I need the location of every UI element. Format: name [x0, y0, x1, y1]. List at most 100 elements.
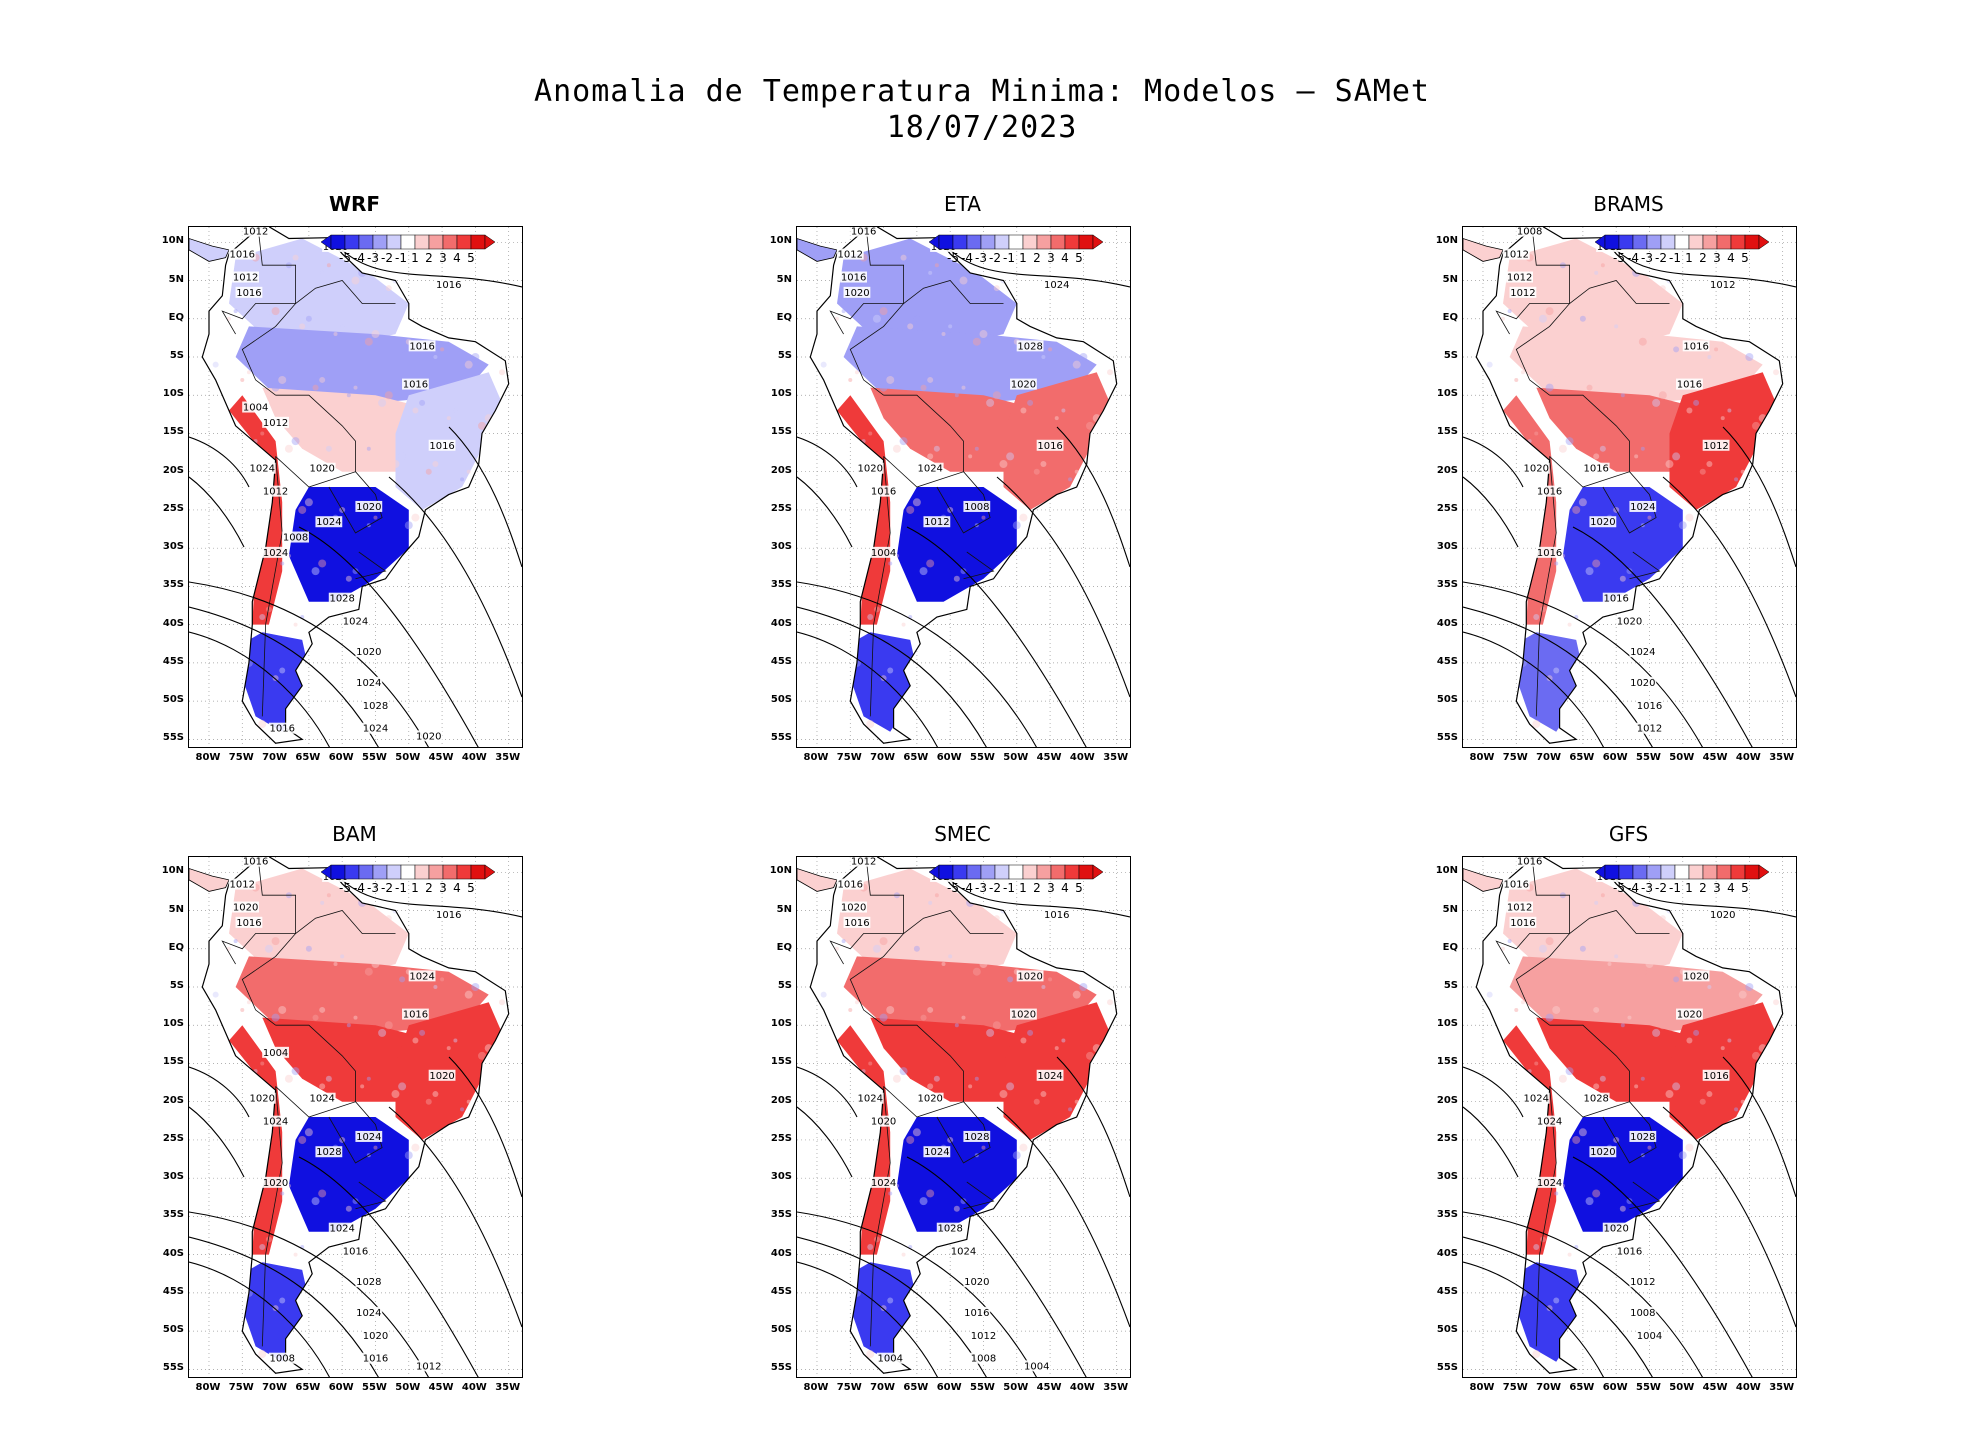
- anomaly-speckle: [1739, 652, 1746, 659]
- lon-tick-label: 70W: [1536, 752, 1562, 763]
- anomaly-speckle: [464, 360, 473, 369]
- anomaly-speckle: [1766, 930, 1773, 937]
- isobar-line: [797, 1261, 938, 1377]
- isobar-label-bg: [850, 857, 877, 867]
- anomaly-speckle: [879, 307, 888, 316]
- lat-tick-label: 55S: [1436, 732, 1458, 744]
- isobar-label: 1012: [416, 1361, 441, 1372]
- anomaly-speckle: [901, 1252, 906, 1257]
- anomaly-speckle: [1080, 721, 1087, 728]
- anomaly-speckle: [1552, 1005, 1561, 1014]
- anomaly-speckle: [1699, 468, 1706, 475]
- isobar-label: 1028: [316, 1147, 341, 1158]
- isobar-label-bg: [1629, 500, 1657, 512]
- anomaly-speckle: [211, 544, 220, 553]
- anomaly-speckle: [1698, 1281, 1707, 1290]
- isobar-label: 1020: [363, 1331, 388, 1342]
- lat-tick-label: 10N: [769, 865, 792, 877]
- anomaly-speckle: [1700, 916, 1705, 921]
- anomaly-speckle: [340, 324, 345, 329]
- colorbar-swatch: [1036, 234, 1052, 250]
- isobar-label-bg: [1589, 516, 1617, 528]
- isobar-label-bg: [1516, 227, 1543, 237]
- anomaly-speckle: [211, 1174, 220, 1183]
- anomaly-speckle: [1108, 1290, 1113, 1295]
- anomaly-speckle: [1032, 1281, 1041, 1290]
- isobar-line: [797, 1211, 1037, 1377]
- isobar-label: 1024: [1037, 1071, 1062, 1082]
- anomaly-speckle: [1733, 583, 1740, 590]
- anomaly-speckle: [331, 1250, 340, 1259]
- anomaly-speckle: [318, 1189, 327, 1198]
- anomaly-speckle: [866, 720, 875, 729]
- isobar-label-bg: [355, 676, 383, 688]
- anomaly-speckle: [1053, 1152, 1060, 1159]
- anomaly-speckle: [1020, 407, 1027, 414]
- isobar-label-bg: [1702, 439, 1730, 451]
- anomaly-speckle: [485, 938, 492, 945]
- isobar-label-bg: [355, 1276, 383, 1288]
- anomaly-speckle: [380, 584, 385, 589]
- lon-tick-label: 75W: [1502, 752, 1528, 763]
- anomaly-speckle: [1539, 1236, 1546, 1243]
- anomaly-speckle: [1773, 999, 1780, 1006]
- isobar-label-bg: [242, 401, 269, 413]
- colorbar-label: 3: [439, 881, 447, 895]
- isobar-line: [1463, 631, 1604, 747]
- anomaly-speckle: [1746, 721, 1753, 728]
- anomaly-speckle: [1048, 977, 1053, 982]
- anomaly-speckle: [921, 1306, 926, 1311]
- isobar-line: [189, 631, 330, 747]
- anomaly-speckle: [446, 416, 451, 421]
- isobar-label: 1024: [871, 1178, 896, 1189]
- anomaly-speckle: [1500, 1344, 1505, 1349]
- anomaly-speckle: [1720, 416, 1725, 421]
- colorbar-arrow-right: [484, 864, 496, 880]
- isobar-label-bg: [1629, 1276, 1657, 1288]
- lon-tick-label: 60W: [936, 1382, 962, 1393]
- isobar-line: [1662, 476, 1796, 698]
- anomaly-speckle: [1687, 1329, 1692, 1334]
- anomaly-speckle: [892, 1074, 901, 1083]
- central-america: [797, 238, 838, 262]
- isobar-label: 1020: [1590, 1147, 1615, 1158]
- anomaly-speckle: [465, 652, 472, 659]
- isobar-label-bg: [923, 1146, 951, 1158]
- anomaly-speckle: [453, 1038, 458, 1043]
- anomaly-speckle: [952, 1311, 961, 1320]
- central-america: [189, 868, 230, 892]
- isobar-label-bg: [262, 1176, 289, 1188]
- anomaly-speckle: [319, 453, 326, 460]
- anomaly-speckle: [1088, 1160, 1093, 1165]
- anomaly-speckle: [1673, 976, 1680, 983]
- anomaly-speckle: [1026, 1212, 1035, 1221]
- anomaly-speckle: [319, 376, 326, 383]
- isobar-label: 1016: [243, 857, 268, 868]
- lat-tick-label: 10S: [162, 1018, 184, 1030]
- colorbar-swatch: [1674, 864, 1690, 880]
- anomaly-speckle: [948, 954, 953, 959]
- lon-tick-label: 50W: [1669, 752, 1695, 763]
- lon-tick-label: 50W: [1669, 1382, 1695, 1393]
- isobar-label-bg: [308, 1092, 336, 1104]
- isobar-label: 1020: [250, 1094, 275, 1105]
- lat-tick-label: 15S: [1436, 1056, 1458, 1068]
- lat-tick-label: 50S: [1436, 694, 1458, 706]
- anomaly-speckle: [333, 962, 338, 967]
- anomaly-speckle: [1753, 1343, 1760, 1350]
- lat-tick-label: 10S: [770, 388, 792, 400]
- anomaly-speckle: [1667, 645, 1672, 650]
- anomaly-speckle: [1520, 1000, 1525, 1005]
- anomaly-speckle: [386, 576, 391, 581]
- colorbar-swatch: [386, 234, 402, 250]
- lat-tick-label: EQ: [776, 941, 792, 953]
- anomaly-speckle: [379, 1320, 386, 1327]
- lat-tick-label: 10N: [161, 235, 184, 247]
- anomaly-speckle: [360, 1084, 365, 1089]
- anomaly-speckle: [1658, 391, 1667, 400]
- anomaly-speckle: [1019, 590, 1028, 599]
- lat-tick-label: 55S: [770, 1362, 792, 1374]
- anomaly-speckle: [907, 953, 914, 960]
- anomaly-speckle: [819, 544, 828, 553]
- anomaly-speckle: [466, 469, 471, 474]
